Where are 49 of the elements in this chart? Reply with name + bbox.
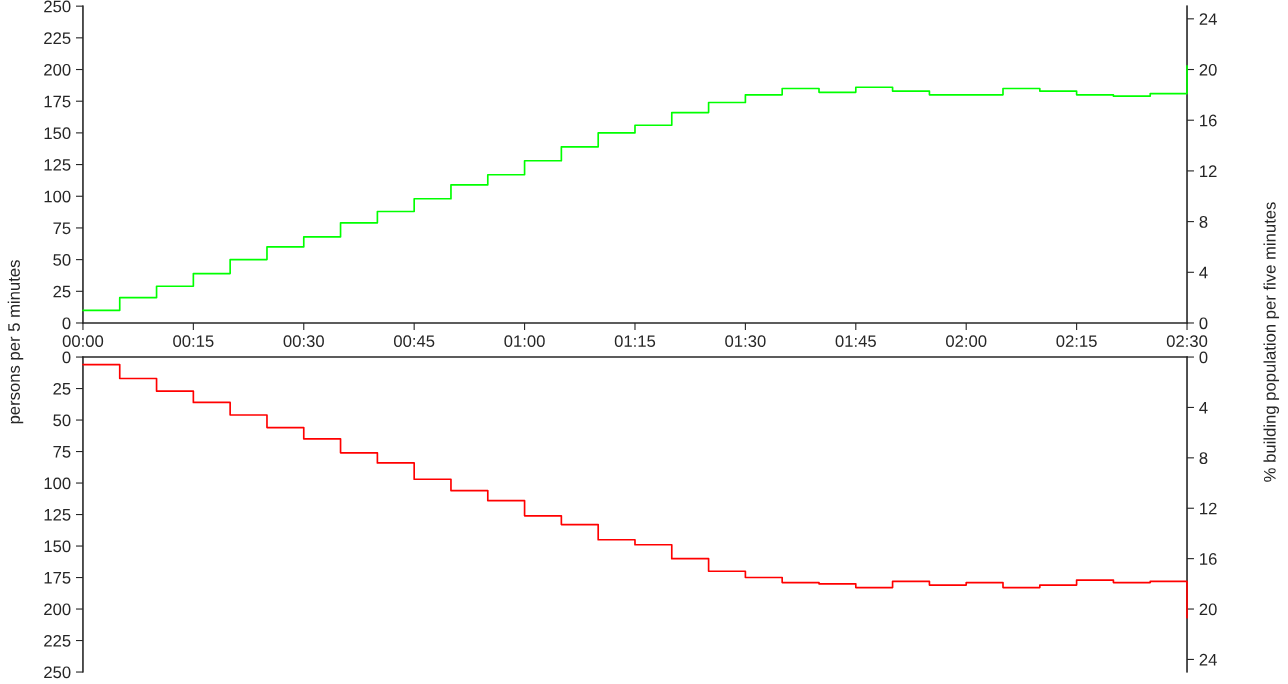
y-tick-label: 200 <box>44 63 71 76</box>
y2-tick-label: 4 <box>1199 266 1208 279</box>
x-tick-label: 00:15 <box>173 335 214 348</box>
y-tick-label: 150 <box>44 540 71 553</box>
y-tick-label: 0 <box>62 317 71 330</box>
y-tick-label: 25 <box>53 285 71 298</box>
y2-tick-label: 8 <box>1199 452 1208 465</box>
x-tick-label: 02:30 <box>1166 335 1208 348</box>
x-tick-label: 01:00 <box>504 335 545 348</box>
y-tick-label: 250 <box>44 666 71 679</box>
y-tick-label: 175 <box>44 572 71 584</box>
y2-axis-title: % building population per five minutes <box>1263 202 1280 482</box>
x-tick-label: 02:15 <box>1056 335 1097 348</box>
y-tick-label: 200 <box>44 603 71 616</box>
y-tick-label: 100 <box>44 477 71 490</box>
y2-tick-label: 12 <box>1200 502 1217 515</box>
x-tick-label: 01:30 <box>725 335 766 348</box>
y-tick-label: 25 <box>53 382 71 395</box>
x-tick-label: 00:00 <box>62 335 104 348</box>
y2-tick-label: 20 <box>1199 63 1217 76</box>
y-tick-label: 125 <box>44 508 71 521</box>
x-tick-label: 02:00 <box>946 335 987 348</box>
y2-tick-label: 16 <box>1200 114 1217 127</box>
y2-tick-label: 4 <box>1199 402 1208 414</box>
y2-tick-label: 24 <box>1199 13 1217 25</box>
y-tick-label: 75 <box>53 446 71 458</box>
y-tick-label: 250 <box>44 0 71 13</box>
y-tick-label: 225 <box>44 634 71 647</box>
y2-tick-label: 20 <box>1199 603 1217 616</box>
x-tick-label: 01:15 <box>614 335 656 348</box>
y-tick-label: 225 <box>44 32 71 45</box>
y-tick-label: 150 <box>44 127 71 140</box>
x-tick-label: 00:45 <box>393 335 435 348</box>
y-tick-label: 50 <box>53 254 71 266</box>
y-tick-label: 125 <box>44 158 71 171</box>
y-tick-label: 175 <box>44 95 71 108</box>
y2-tick-label: 24 <box>1199 653 1217 666</box>
y-tick-label: 0 <box>62 351 71 364</box>
y-axis-title: persons per 5 minutes <box>7 260 24 424</box>
y2-tick-label: 0 <box>1199 351 1208 364</box>
y2-tick-label: 8 <box>1199 216 1208 228</box>
y2-tick-label: 12 <box>1200 165 1217 177</box>
y2-tick-label: 16 <box>1200 553 1217 565</box>
y-tick-label: 75 <box>53 222 71 235</box>
y2-tick-label: 0 <box>1199 317 1208 330</box>
x-tick-label: 01:45 <box>835 335 876 348</box>
y-tick-label: 50 <box>53 414 71 427</box>
y-tick-label: 100 <box>44 190 71 203</box>
x-tick-label: 00:30 <box>283 335 324 348</box>
